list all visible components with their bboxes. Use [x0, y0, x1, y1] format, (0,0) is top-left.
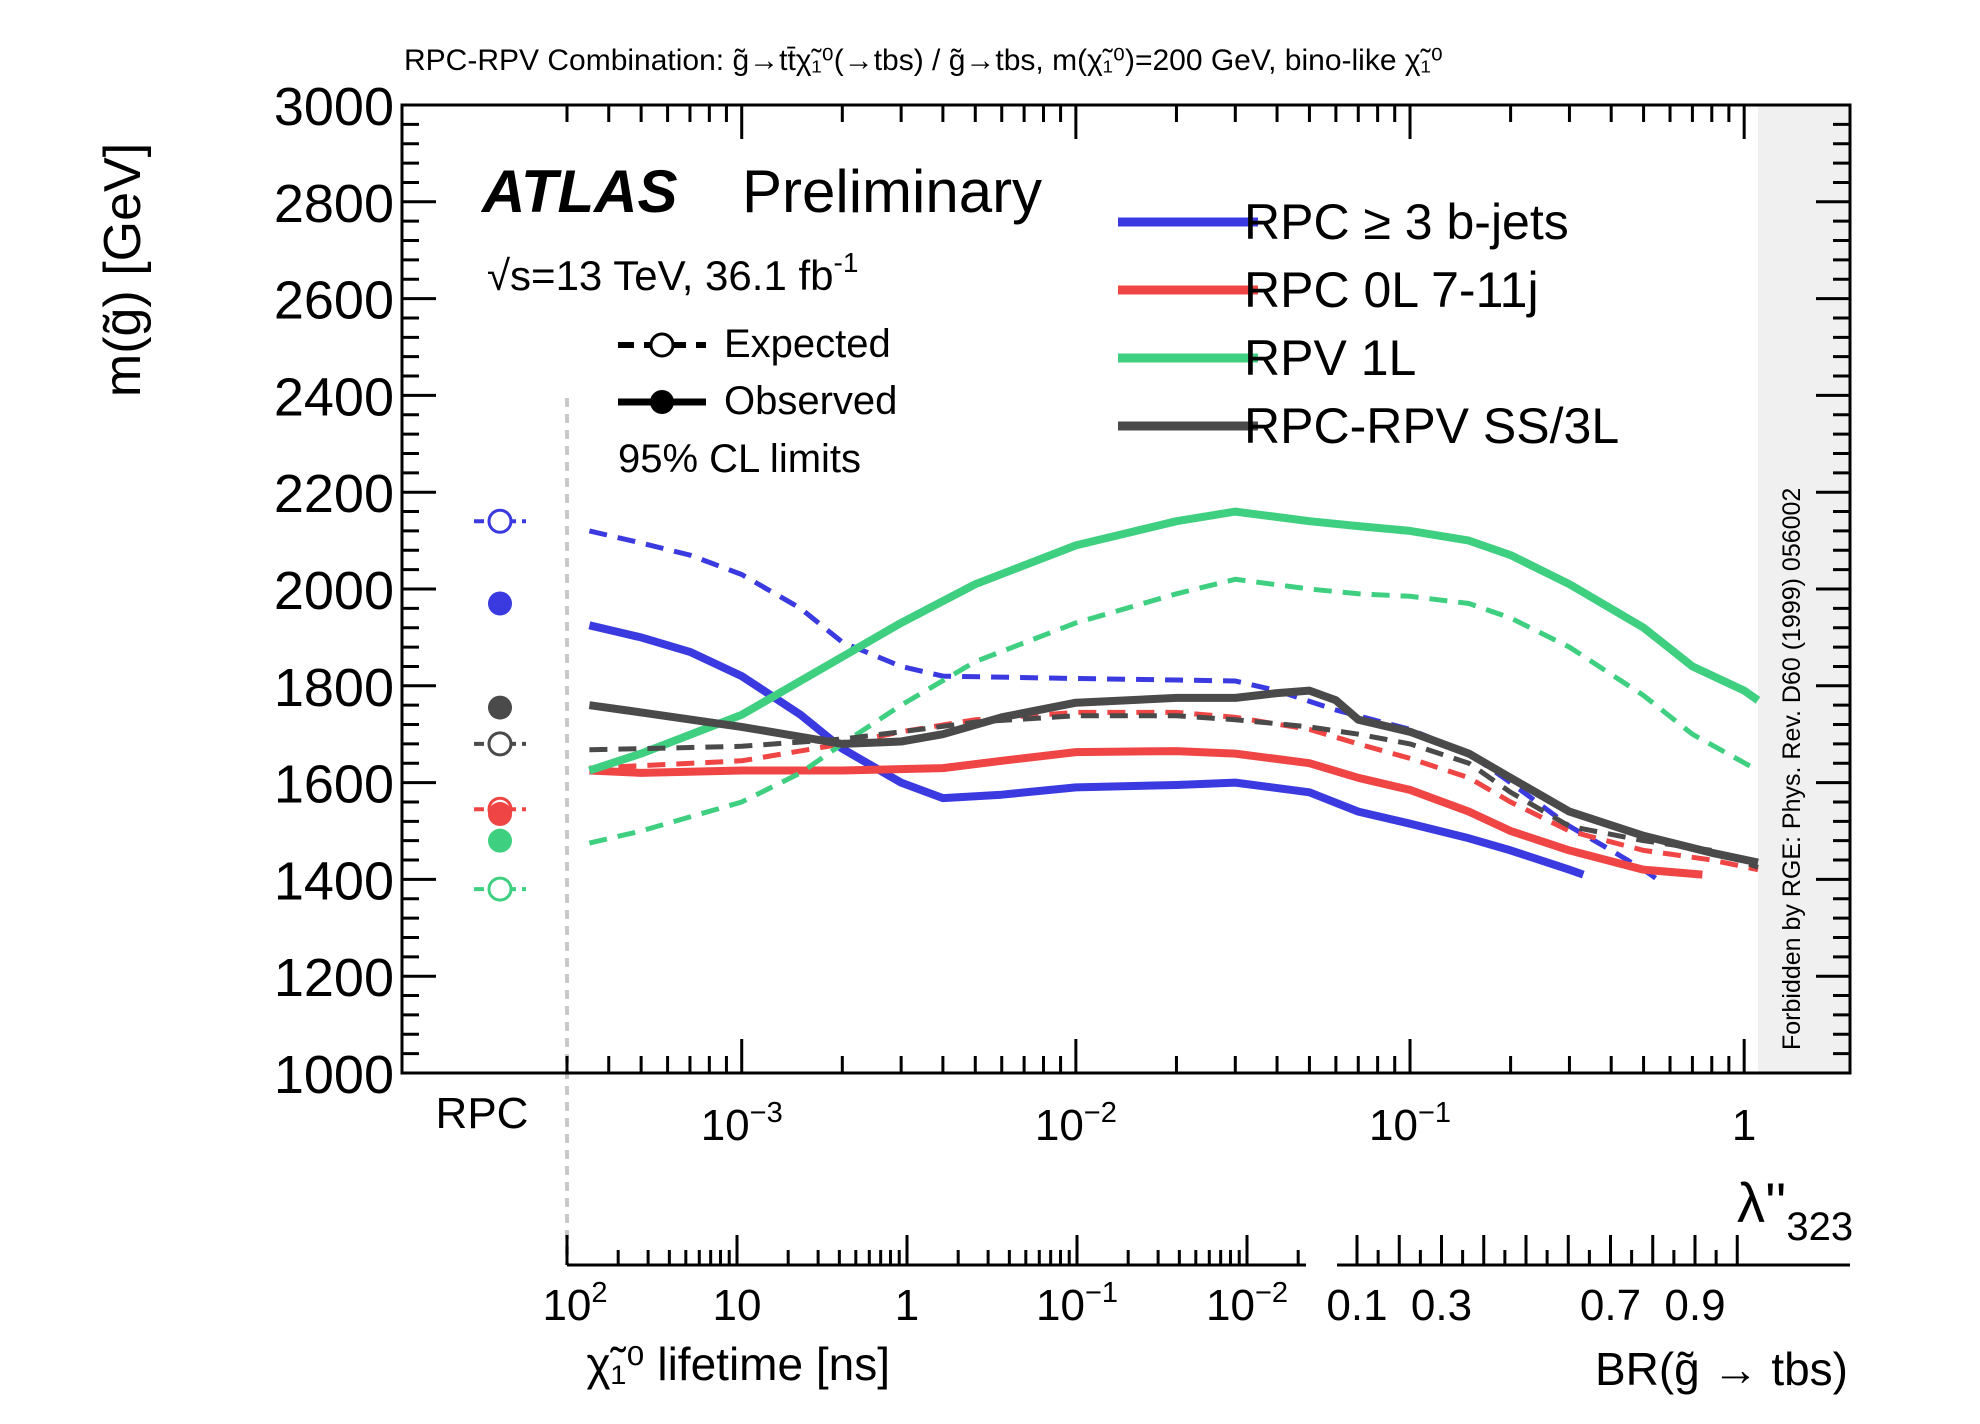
- br-axis-label: BR(g̃ → tbs): [1595, 1343, 1848, 1395]
- y-tick-label: 2400: [274, 367, 394, 427]
- lifetime-tick-label-exp: 2: [591, 1277, 607, 1309]
- y-tick-label: 1400: [274, 851, 394, 911]
- rpc-expected-marker: [487, 731, 513, 757]
- series-lines: [588, 507, 1761, 882]
- x-tick-label-exp: −2: [1084, 1097, 1117, 1129]
- lifetime-tick-label: 1: [895, 1281, 919, 1330]
- br-ticks: 0.1 0.3 0.7 0.9: [1326, 1235, 1739, 1330]
- observed-line: [589, 747, 1703, 879]
- y-tick-label: 2800: [274, 174, 394, 234]
- observed-line: [588, 686, 1759, 867]
- lifetime-tick-label-exp: −2: [1255, 1277, 1288, 1309]
- br-tick-label: 0.1: [1326, 1281, 1387, 1330]
- lambda-symbol: λ'': [1737, 1171, 1786, 1234]
- expected-line: [589, 709, 1759, 873]
- x-tick-label: 10−3: [701, 1097, 783, 1150]
- x-tick-label-base: 10: [1369, 1101, 1418, 1150]
- cl-label: 95% CL limits: [618, 437, 861, 481]
- y-axis-label: m(g̃) [GeV]: [94, 143, 152, 397]
- x-tick-label-base: 10: [1035, 1101, 1084, 1150]
- energy-text: √s=13 TeV, 36.1 fb: [487, 252, 834, 299]
- y-tick-label: 1600: [274, 755, 394, 815]
- lifetime-tick-label-base: 1: [895, 1281, 919, 1330]
- y-tick-label: 2600: [274, 271, 394, 331]
- br-tick-label: 0.9: [1664, 1281, 1725, 1330]
- forbidden-label: Forbidden by RGE: Phys. Rev. D60 (1999) …: [1778, 488, 1806, 1050]
- rpc-observed-marker: [488, 802, 512, 827]
- style-legend: Expected Observed 95% CL limits: [618, 322, 897, 481]
- atlas-label: ATLAS: [480, 158, 678, 225]
- lifetime-tick-label-exp: −1: [1085, 1277, 1118, 1309]
- rpc-label: RPC: [436, 1089, 529, 1138]
- y-tick-label: 1800: [274, 658, 394, 718]
- lifetime-tick-label: 10−1: [1036, 1277, 1118, 1330]
- observed-line: [588, 621, 1585, 879]
- rpc-expected-marker: [487, 876, 513, 902]
- x-tick-label: 10−1: [1369, 1097, 1451, 1150]
- lifetime-tick-label: 10: [713, 1281, 762, 1330]
- y-ticks: 1000 1200 1400 1600 1800 2000 2200 2400 2600 2800…: [274, 77, 1850, 1105]
- rpc-observed-marker: [488, 695, 512, 720]
- observed-legend-label: Observed: [724, 379, 897, 423]
- x-tick-label-base: 1: [1732, 1101, 1756, 1150]
- lifetime-axis-label: χ̃₁⁰ lifetime [ns]: [586, 1338, 890, 1390]
- lifetime-tick-label-base: 10: [542, 1281, 591, 1330]
- br-axis: 0.1 0.3 0.7 0.9 BR(g̃ → tbs): [1326, 1235, 1850, 1395]
- observed-line: [588, 507, 1761, 775]
- x-tick-label-base: 10: [701, 1101, 750, 1150]
- observed-marker-sample: [650, 390, 674, 414]
- lifetime-tick-label-base: 10: [713, 1281, 762, 1330]
- rpc-expected-marker: [487, 508, 513, 534]
- lambda-subscript: 323: [1786, 1205, 1853, 1249]
- lifetime-tick-label-base: 10: [1206, 1281, 1255, 1330]
- preliminary-label: Preliminary: [742, 158, 1042, 225]
- series-legend: RPC ≥ 3 b-jets RPC 0L 7-11j RPV 1L RPC-RPV …: [1118, 194, 1619, 454]
- x-tick-label-exp: −3: [750, 1097, 783, 1129]
- legend-label: RPC ≥ 3 b-jets: [1244, 194, 1569, 250]
- energy-label: √s=13 TeV, 36.1 fb-1: [487, 247, 858, 299]
- legend-label: RPC 0L 7-11j: [1244, 262, 1539, 318]
- expected-line: [588, 576, 1760, 846]
- plot-frame: [400, 103, 1852, 1075]
- br-tick-label: 0.3: [1411, 1281, 1472, 1330]
- legend-label: RPV 1L: [1244, 330, 1416, 386]
- rpc-markers: [474, 508, 526, 902]
- y-tick-label: 1200: [274, 948, 394, 1008]
- expected-line: [588, 528, 1659, 882]
- expected-marker-sample: [649, 332, 675, 358]
- y-tick-label: 3000: [274, 77, 394, 137]
- x-ticks: 10−3 10−2 10−1 1: [565, 105, 1756, 1150]
- y-tick-label: 2000: [274, 561, 394, 621]
- lambda-axis-label: λ''323: [1737, 1171, 1853, 1249]
- energy-exponent: -1: [834, 247, 859, 278]
- chart-title: RPC-RPV Combination: g̃→tt̄χ̃₁⁰(→tbs) / …: [404, 44, 1443, 77]
- y-tick-label: 2200: [274, 464, 394, 524]
- lifetime-axis: 102 10 1 10−1 10−2 χ̃₁⁰ lifetime [ns]: [542, 1235, 1306, 1390]
- lifetime-tick-label: 10−2: [1206, 1277, 1288, 1330]
- rpc-observed-marker: [488, 591, 512, 616]
- rpc-observed-marker: [488, 828, 512, 853]
- x-tick-label-exp: −1: [1418, 1097, 1451, 1129]
- expected-legend-label: Expected: [724, 322, 891, 366]
- lifetime-ticks: 102 10 1 10−1 10−2: [542, 1235, 1300, 1330]
- br-tick-label: 0.7: [1580, 1281, 1641, 1330]
- lifetime-tick-label-base: 10: [1036, 1281, 1085, 1330]
- y-tick-label: 1000: [274, 1045, 394, 1105]
- x-tick-label: 1: [1732, 1101, 1756, 1150]
- x-tick-label: 10−2: [1035, 1097, 1117, 1150]
- lifetime-tick-label: 102: [542, 1277, 607, 1330]
- legend-label: RPC-RPV SS/3L: [1244, 398, 1619, 454]
